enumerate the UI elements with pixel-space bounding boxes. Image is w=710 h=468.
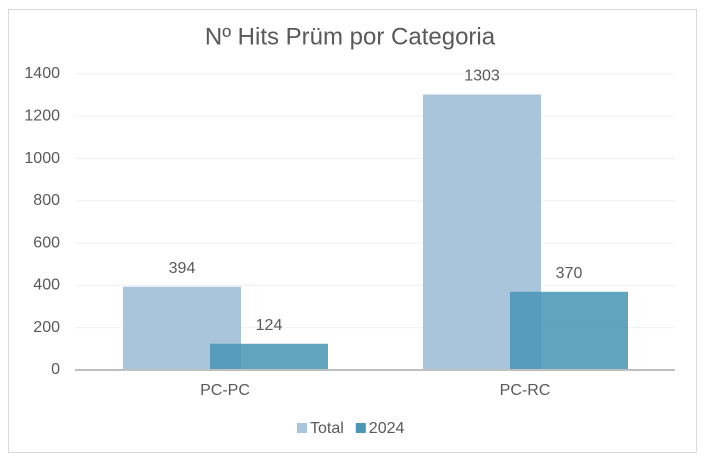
chart-border [8, 9, 697, 453]
data-label: 1303 [464, 68, 500, 85]
x-tick-label: PC-PC [200, 382, 250, 399]
x-tick-label: PC-RC [500, 382, 551, 399]
y-tick-label: 1200 [24, 108, 60, 125]
legend-label: Total [310, 420, 344, 437]
legend-swatch [297, 423, 307, 433]
y-tick-label: 1000 [24, 150, 60, 167]
bar [210, 343, 328, 370]
y-tick-label: 200 [33, 319, 60, 336]
data-label: 370 [556, 265, 583, 282]
y-tick-label: 0 [51, 361, 60, 378]
data-label: 124 [256, 317, 283, 334]
legend-label: 2024 [369, 420, 405, 437]
y-tick-label: 400 [33, 277, 60, 294]
legend-swatch [355, 423, 366, 433]
bar [510, 291, 628, 370]
y-tick-label: 600 [33, 234, 60, 251]
data-label: 394 [169, 260, 196, 277]
y-tick-label: 800 [33, 192, 60, 209]
chart-title: Nº Hits Prüm por Categoria [205, 23, 496, 50]
y-tick-label: 1400 [24, 65, 60, 82]
